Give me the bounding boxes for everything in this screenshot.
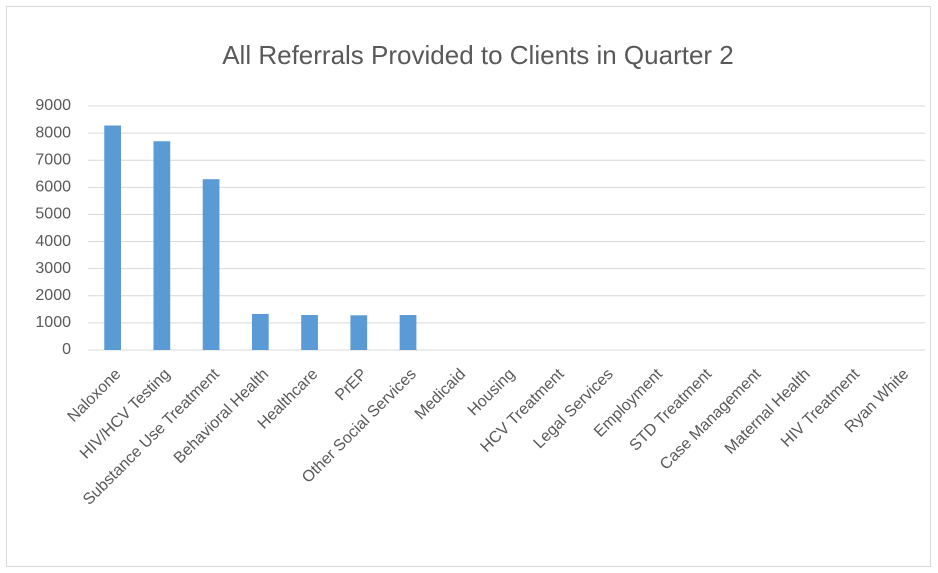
y-tick-label: 4000 bbox=[35, 233, 71, 250]
bar bbox=[202, 179, 220, 350]
y-tick-label: 5000 bbox=[35, 206, 71, 223]
chart-title: All Referrals Provided to Clients in Qua… bbox=[222, 40, 734, 70]
bar bbox=[104, 125, 121, 351]
y-tick-label: 1000 bbox=[35, 314, 71, 331]
y-tick-label: 3000 bbox=[35, 260, 71, 277]
bar bbox=[301, 315, 318, 350]
y-tick-label: 8000 bbox=[35, 124, 71, 141]
y-tick-label: 7000 bbox=[35, 151, 71, 168]
bar bbox=[399, 315, 417, 350]
bar bbox=[153, 141, 171, 350]
y-tick-label: 0 bbox=[62, 341, 71, 358]
bar bbox=[350, 315, 368, 350]
bar bbox=[251, 313, 269, 350]
y-tick-label: 9000 bbox=[35, 97, 71, 114]
chart-frame bbox=[6, 6, 931, 567]
y-tick-label: 2000 bbox=[35, 287, 71, 304]
y-tick-label: 6000 bbox=[35, 179, 71, 196]
